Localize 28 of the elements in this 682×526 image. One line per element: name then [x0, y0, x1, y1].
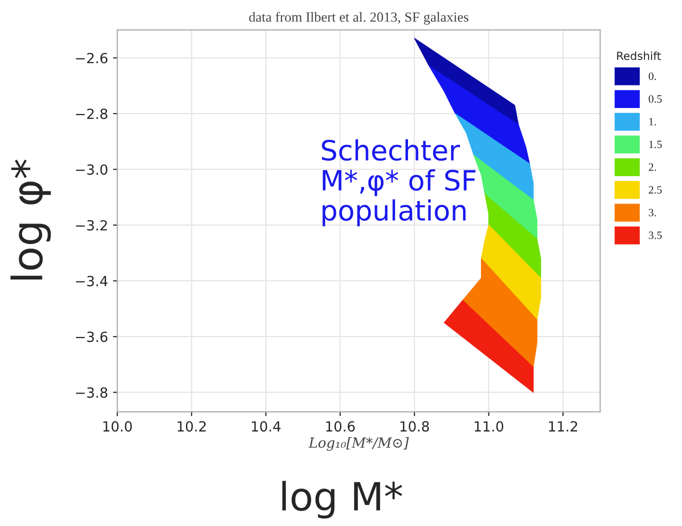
legend-label: 3.5 — [648, 232, 662, 240]
y-tick-label: −3.0 — [76, 164, 108, 175]
chart-title: data from Ilbert et al. 2013, SF galaxies — [249, 12, 468, 25]
legend-label: 1. — [649, 118, 656, 126]
y-tick-label: −2.6 — [76, 52, 108, 64]
legend-label: 2.5 — [648, 186, 662, 194]
x-tick-label: 10.8 — [400, 421, 429, 432]
x-tick-label: 11.0 — [474, 421, 504, 432]
x-tick-label: 10.6 — [326, 421, 355, 432]
y-tick-label: −3.2 — [76, 220, 107, 231]
y-tick-label: −2.8 — [76, 108, 108, 120]
y-tick-label: −3.4 — [76, 276, 108, 286]
legend-label: 0.5 — [648, 95, 662, 103]
x-tick-label: 11.2 — [549, 421, 578, 432]
annotation: Schechter M*,φ* of SF population — [322, 139, 476, 226]
legend-label: 0. — [648, 72, 656, 80]
y-axis-title: log φ* — [10, 160, 51, 280]
x-tick-label: 10.0 — [103, 421, 132, 432]
legend-label: 3. — [648, 208, 656, 216]
text: log M* — [282, 480, 402, 519]
legend-label: 2. — [648, 163, 656, 171]
x-tick-label: 10.2 — [178, 421, 206, 432]
x-axis-title: Log₁₀[M*/M⊙] — [308, 437, 409, 451]
y-tick-label: −3.6 — [76, 332, 108, 342]
y-tick-label: −3.8 — [76, 387, 108, 398]
legend-label: 1.5 — [649, 140, 662, 148]
x-tick-label: 10.4 — [252, 421, 281, 432]
legend-title: Redshift — [617, 51, 661, 60]
